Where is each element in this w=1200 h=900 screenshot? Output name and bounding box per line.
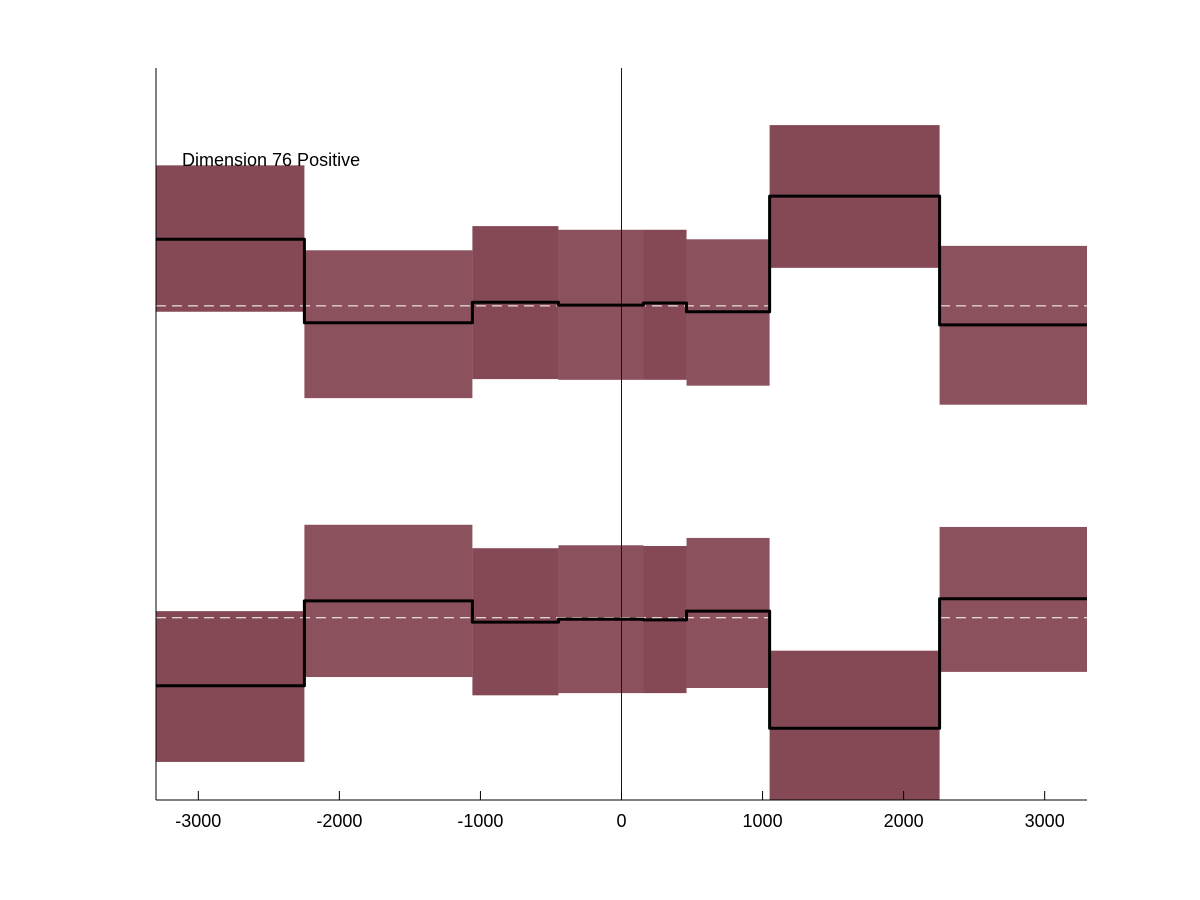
band (686, 537, 770, 689)
x-tick-label: 2000 (884, 811, 924, 831)
x-tick-label: 1000 (743, 811, 783, 831)
band (769, 650, 940, 800)
x-tick-label: -3000 (175, 811, 221, 831)
annotation: Dimension 76 Positive (182, 150, 360, 170)
x-tick-label: -2000 (316, 811, 362, 831)
plot-area (156, 68, 1087, 800)
x-tick-label: 3000 (1025, 811, 1065, 831)
x-tick-label: 0 (616, 811, 626, 831)
x-tick-label: -1000 (457, 811, 503, 831)
band (643, 229, 687, 380)
